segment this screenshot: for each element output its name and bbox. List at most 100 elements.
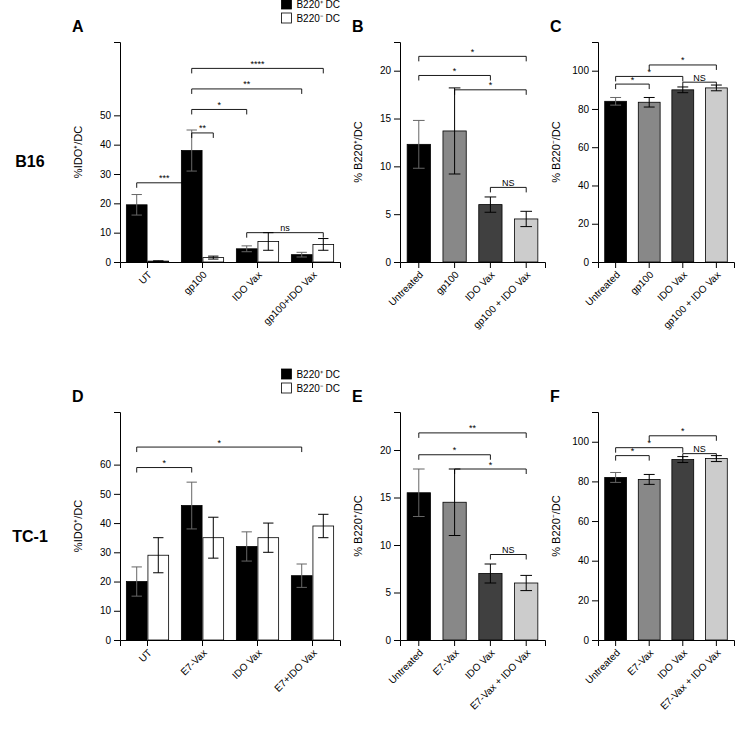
y-tick-label: 80 (578, 104, 590, 115)
significance-label: **** (250, 59, 265, 69)
y-tick: 0 (583, 635, 598, 646)
significance-label: ns (280, 223, 290, 233)
x-tick-label: UT (137, 647, 154, 664)
row-label: B16 (15, 153, 44, 170)
error-bar (644, 474, 655, 484)
significance-bracket (616, 456, 650, 461)
y-tick: 30 (100, 169, 120, 180)
error-bar (610, 97, 621, 105)
y-tick-label: 40 (100, 518, 112, 529)
y-tick: 15 (380, 492, 400, 503)
y-tick: 5 (385, 209, 400, 220)
panel: 0102030405060UTE7-VaxIDO VaxE7+IDO Vax%I… (72, 369, 341, 694)
significance-bracket (490, 187, 526, 192)
y-tick-label: 20 (380, 445, 392, 456)
x-tick: gp100 (434, 262, 462, 297)
y-tick-label: 60 (578, 142, 590, 153)
y-tick-label: 10 (380, 161, 392, 172)
x-tick: gp100 + IDO Vax (661, 262, 723, 331)
x-tick-label: gp100+IDO Vax (261, 269, 319, 327)
x-tick-label: E7-Vax + IDO Vax (468, 647, 533, 712)
y-tick-label: 40 (578, 555, 590, 566)
x-tick-label: gp100 + IDO Vax (471, 269, 533, 331)
y-tick: 20 (100, 198, 120, 209)
y-tick-mark (114, 465, 120, 466)
y-tick-mark (394, 166, 400, 167)
x-tick-mark (615, 640, 616, 646)
error-bar (318, 514, 328, 537)
y-tick: 60 (578, 516, 598, 527)
y-tick-label: 50 (100, 110, 112, 121)
y-tick-mark (592, 561, 598, 562)
y-axis-line (592, 43, 599, 263)
x-tick-mark (649, 640, 650, 646)
x-tick: IDO Vax (463, 262, 497, 303)
panel: 01020304050UTgp100IDO Vaxgp100+IDO Vax%I… (72, 0, 341, 327)
error-bar (413, 120, 425, 168)
bar (258, 538, 279, 640)
y-tick: 40 (578, 180, 598, 191)
y-tick-label: 80 (578, 476, 590, 487)
significance-label: NS (502, 545, 515, 555)
x-axis: Untreatedgp100IDO Vaxgp100 + IDO Vax (583, 262, 734, 331)
legend: B220⁺ DC B220⁻ DC (281, 0, 340, 24)
y-tick-mark (114, 115, 120, 116)
y-axis: 0102030405060 (100, 413, 121, 646)
y-tick-label: 0 (105, 257, 111, 268)
legend-label: B220⁻ DC (296, 13, 340, 24)
bar (605, 477, 627, 640)
y-tick-mark (394, 545, 400, 546)
y-tick-mark (394, 214, 400, 215)
x-tick: gp100+IDO Vax (261, 262, 319, 327)
x-axis: UntreatedE7-VaxIDO VaxE7-Vax + IDO Vax (583, 640, 734, 712)
y-tick-label: 0 (105, 635, 111, 646)
legend-swatch (281, 13, 291, 23)
y-tick-mark (114, 640, 120, 641)
significance-bracket (192, 109, 247, 114)
x-tick-label: Untreated (583, 269, 622, 308)
legend-item: B220⁺ DC (281, 369, 340, 380)
y-tick-label: 10 (100, 605, 112, 616)
y-tick: 0 (105, 257, 120, 268)
plot-area (407, 469, 538, 640)
y-tick-label: 40 (100, 139, 112, 150)
row-label: TC-1 (12, 528, 48, 545)
x-axis-line (121, 263, 341, 269)
y-tick: 40 (100, 139, 120, 150)
y-tick-label: 0 (583, 257, 589, 268)
bar (313, 526, 334, 640)
plot-area (126, 130, 333, 262)
significance-label: * (681, 426, 685, 436)
error-bar (413, 469, 425, 517)
y-axis-line (114, 43, 121, 263)
error-bar (153, 538, 163, 573)
y-axis-line (394, 43, 401, 263)
y-tick: 20 (578, 595, 598, 606)
significance-label: NS (502, 178, 515, 188)
x-tick-mark (147, 640, 148, 646)
x-tick: Untreated (386, 262, 425, 308)
significance-bracket (419, 433, 526, 438)
y-tick-mark (592, 185, 598, 186)
x-tick-mark (454, 262, 455, 268)
y-tick: 50 (100, 489, 120, 500)
y-axis-line (592, 413, 599, 641)
y-tick: 20 (100, 576, 120, 587)
panel: 020406080100UntreatedE7-VaxIDO VaxE7-Vax… (550, 388, 735, 712)
y-tick-label: 60 (578, 516, 590, 527)
x-axis: UTE7-VaxIDO VaxE7+IDO Vax (121, 640, 341, 694)
significance-label: NS (693, 444, 706, 454)
y-axis-line (394, 413, 401, 641)
error-bar (610, 472, 621, 482)
significance-bracket (137, 183, 192, 188)
significance-label: ** (243, 79, 251, 89)
y-tick: 30 (100, 547, 120, 558)
y-tick-mark (394, 640, 400, 641)
legend-label: B220⁺ DC (296, 0, 340, 10)
plot-area (407, 88, 538, 262)
significance-label: * (631, 75, 635, 85)
y-tick-label: 30 (100, 169, 112, 180)
bar (705, 459, 727, 640)
error-bar (449, 469, 461, 536)
y-tick: 10 (380, 161, 400, 172)
